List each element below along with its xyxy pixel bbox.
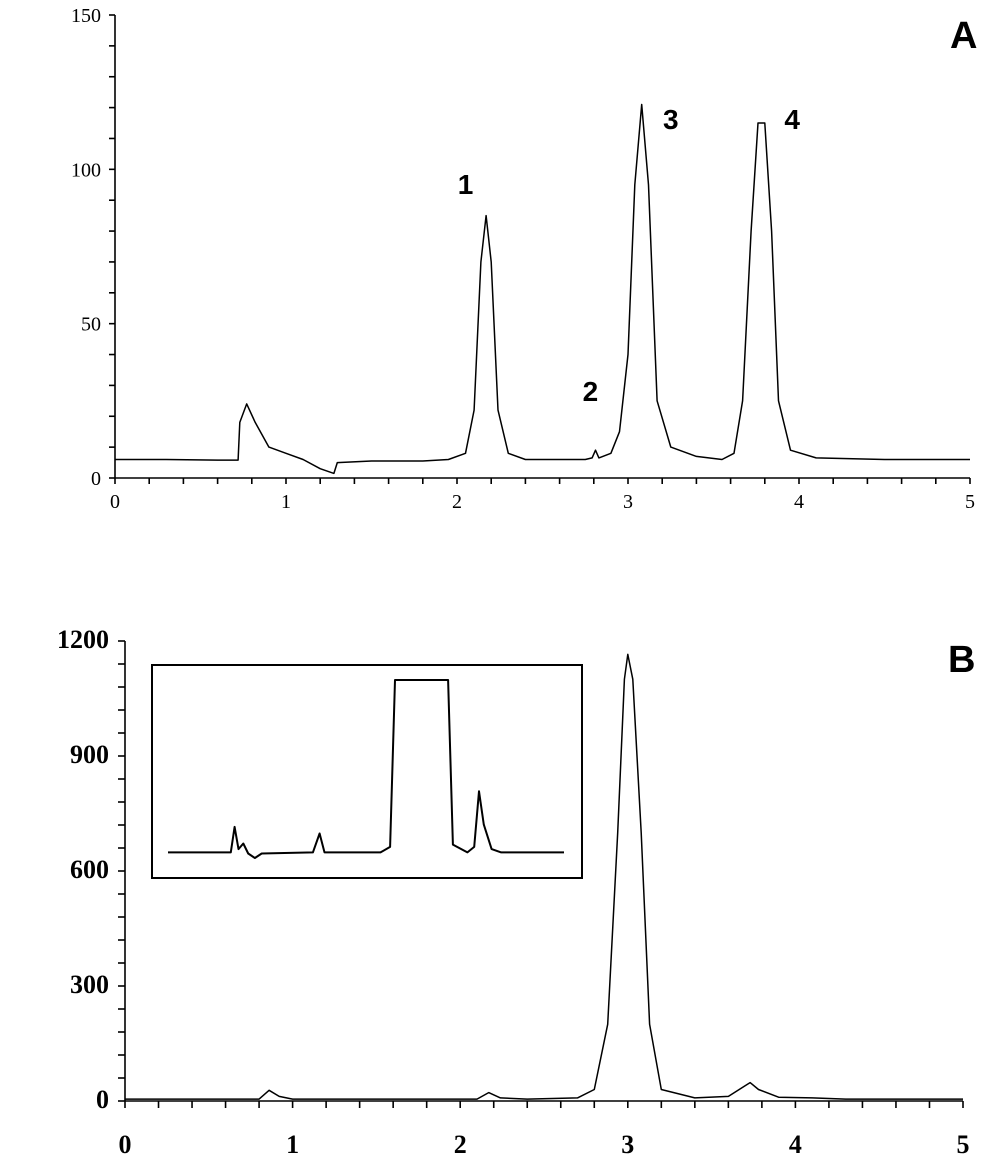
peak-label: 2 [583,376,599,407]
panel-b-inset [151,664,583,879]
panel-b-tick-labels: 0 1 2 3 4 5 0 300 600 900 1200 [57,625,970,1159]
x-tick-label: 1 [281,491,291,513]
y-tick-label: 600 [70,855,109,884]
panel-b-chart: B 0 1 2 3 4 5 0 300 600 900 1200 [57,625,975,1159]
x-tick-label: 1 [286,1130,299,1159]
x-tick-label: 2 [454,1130,467,1159]
y-tick-label: 900 [70,740,109,769]
x-tick-label: 5 [957,1130,970,1159]
panel-a-peak-labels: 1 2 3 4 [458,104,801,407]
y-tick-label: 300 [70,970,109,999]
peak-label: 4 [784,104,800,135]
x-tick-label: 3 [623,491,633,513]
panel-b-series-line [125,653,963,1100]
panel-b-letter: B [948,639,975,681]
y-tick-label: 100 [71,159,101,181]
y-tick-label: 1200 [57,625,109,654]
panel-b-ticks [118,640,964,1108]
peak-label: 1 [458,169,474,200]
x-tick-label: 4 [789,1130,802,1159]
inset-frame [151,664,583,879]
y-tick-label: 0 [96,1085,109,1114]
x-tick-label: 4 [794,491,804,513]
panel-a-series-line [115,103,970,475]
inset-series-line [168,679,564,859]
x-tick-label: 3 [621,1130,634,1159]
x-tick-label: 2 [452,491,462,513]
y-tick-label: 150 [71,5,101,27]
x-tick-label: 5 [965,491,975,513]
panel-a-ticks [109,14,971,484]
y-tick-label: 50 [81,314,101,336]
y-tick-label: 0 [91,468,101,490]
x-tick-label: 0 [110,491,120,513]
peak-label: 3 [663,104,679,135]
x-tick-label: 0 [119,1130,132,1159]
panel-a-letter: A [950,15,977,57]
panel-a-axes [114,15,970,479]
